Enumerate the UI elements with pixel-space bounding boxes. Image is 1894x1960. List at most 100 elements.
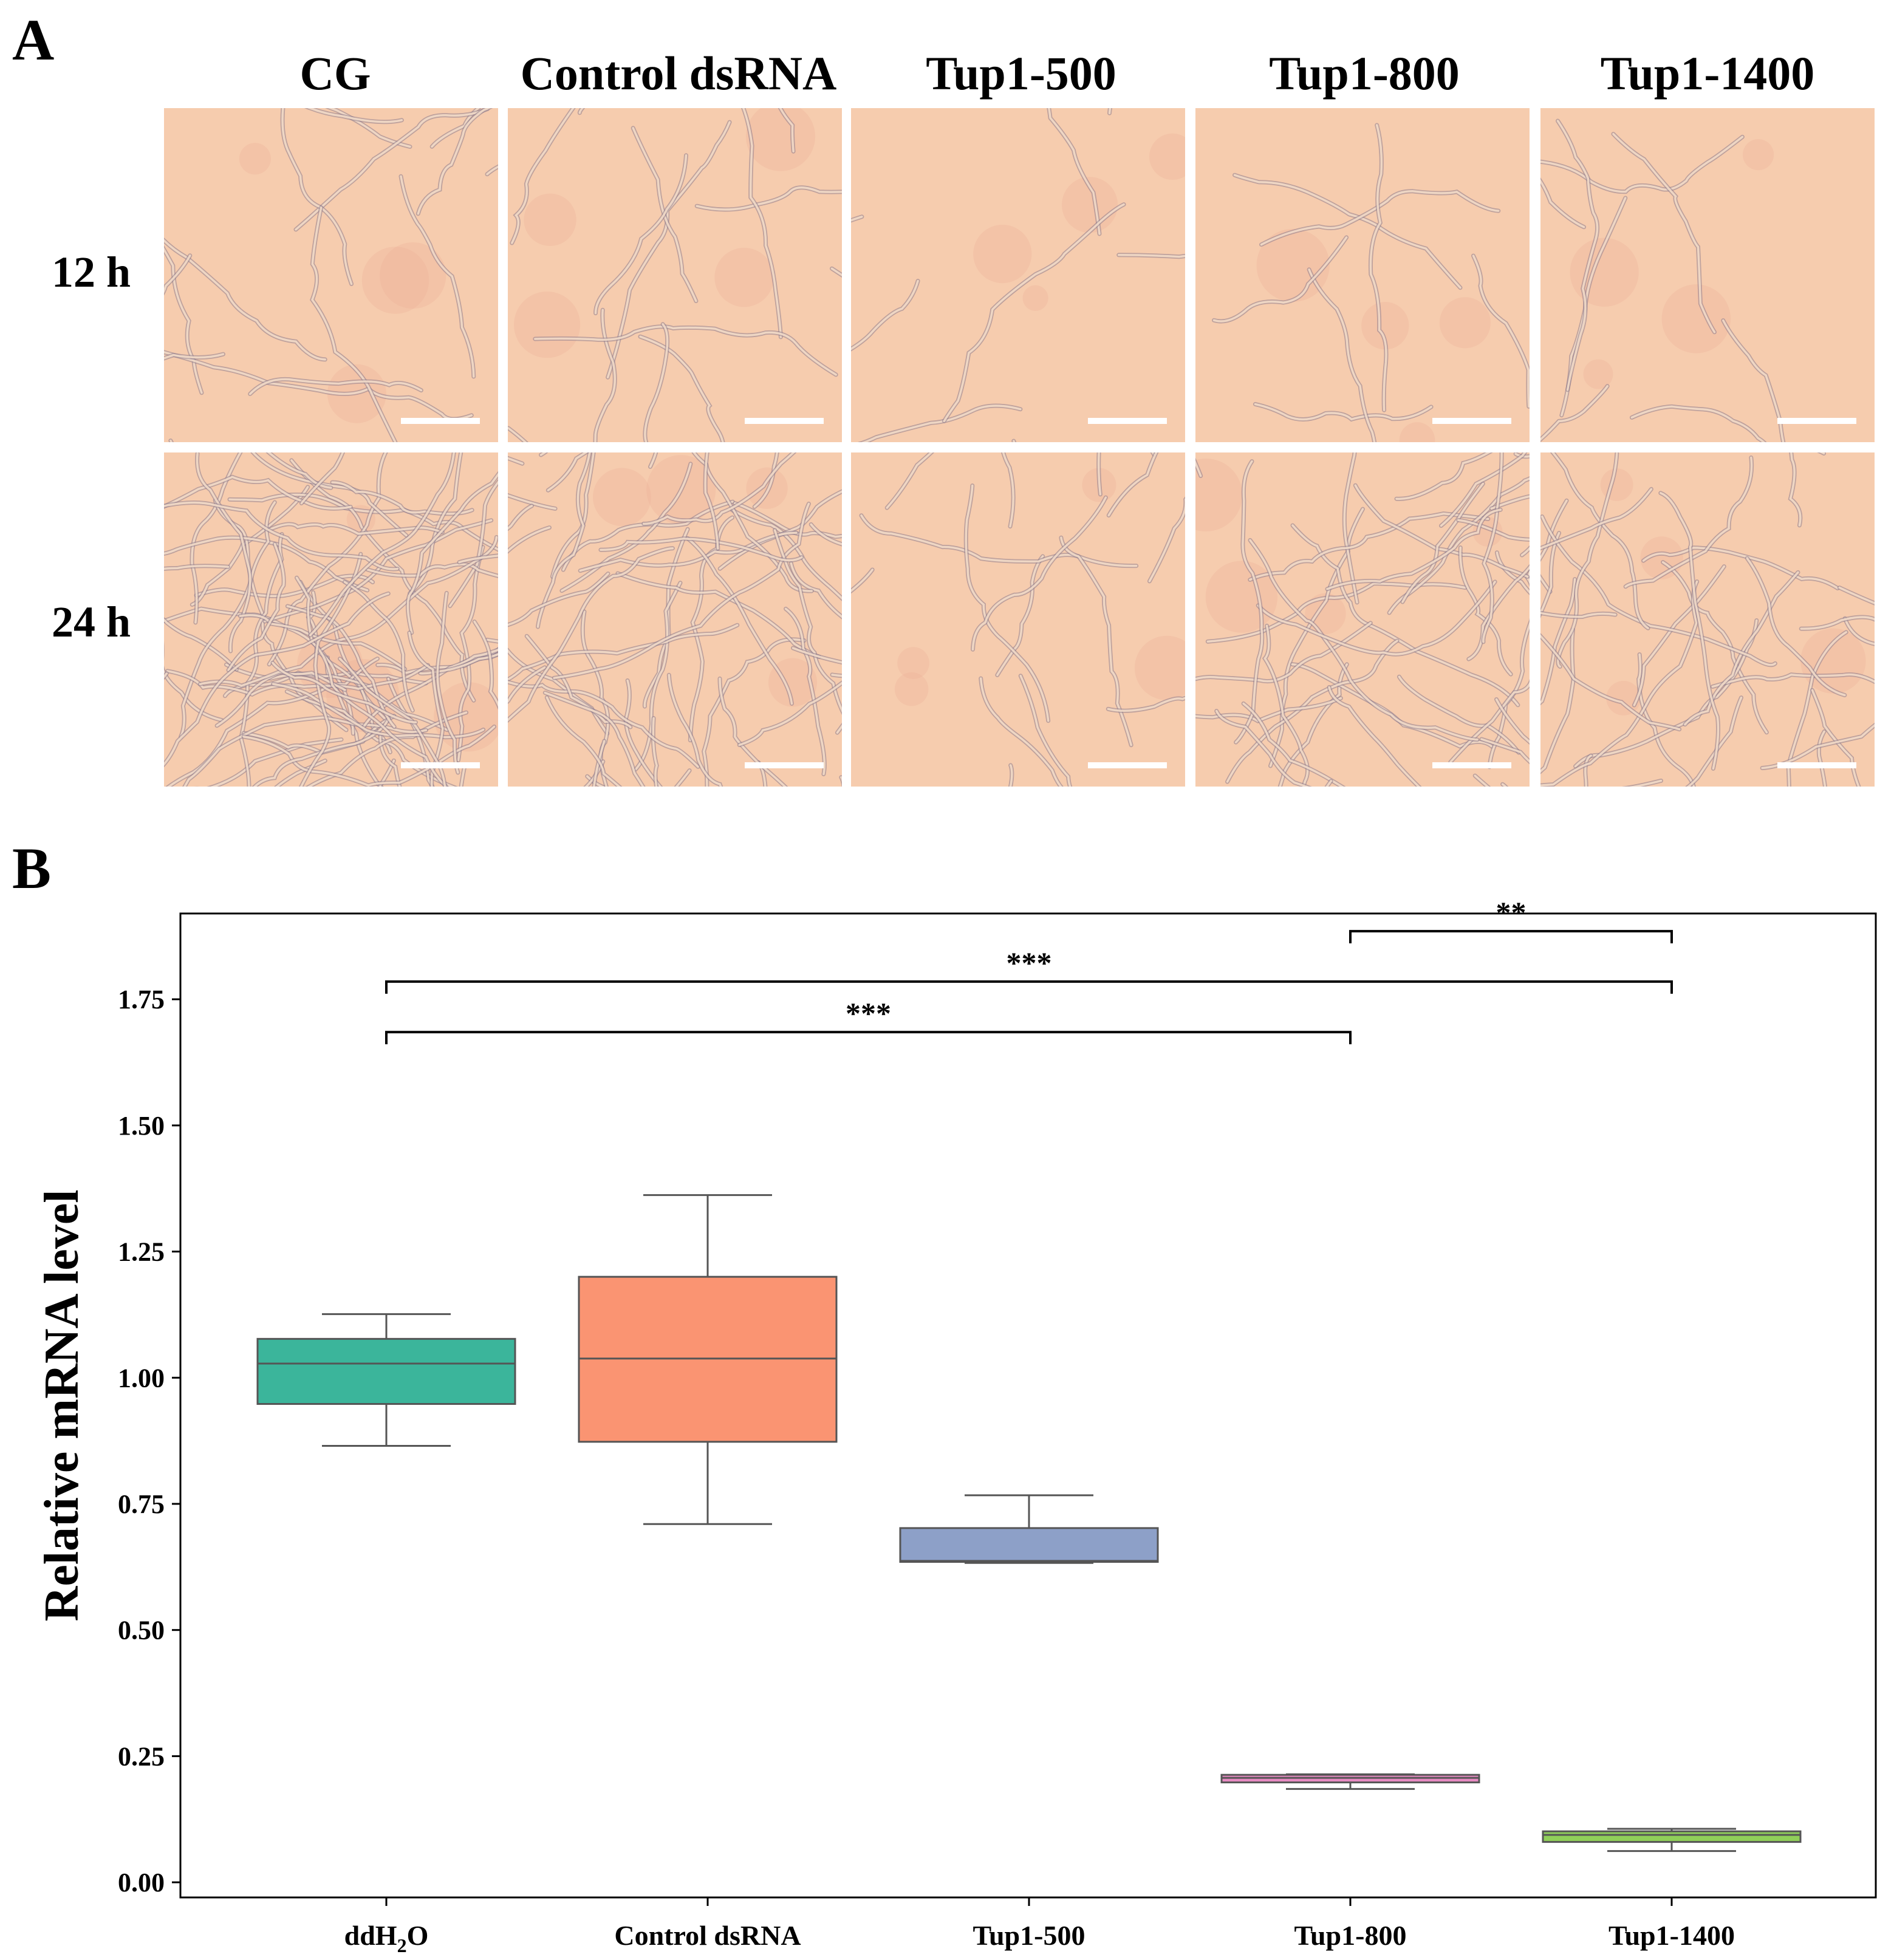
- hypha: [164, 564, 230, 571]
- hypha: [194, 573, 375, 598]
- hypha: [241, 724, 497, 787]
- hypha: [641, 452, 797, 526]
- hypha: [536, 452, 592, 629]
- panel-a-label: A: [12, 7, 55, 72]
- hypha: [606, 120, 732, 380]
- hypha: [1342, 452, 1359, 605]
- hypha: [1540, 633, 1682, 732]
- scale-bar: [1088, 418, 1167, 424]
- hypha: [942, 202, 1126, 423]
- hypha: [884, 452, 935, 510]
- hypha: [1253, 401, 1434, 422]
- significance-label: ***: [1007, 946, 1052, 980]
- hypha: [1550, 452, 1650, 630]
- y-tick-label: 0.50: [118, 1616, 165, 1645]
- hypha: [1556, 452, 1619, 669]
- hypha: [1479, 737, 1530, 765]
- hypha: [1214, 709, 1312, 787]
- y-tick-label: 1.50: [118, 1111, 165, 1141]
- hypha: [1745, 556, 1847, 697]
- hypha: [508, 456, 525, 466]
- y-axis-label: Relative mRNA level: [35, 1190, 89, 1622]
- hypha: [165, 663, 430, 697]
- hypha: [1540, 579, 1700, 787]
- hypha: [270, 660, 418, 725]
- hypha: [773, 528, 842, 715]
- hypha: [1684, 695, 1743, 787]
- hypha: [580, 609, 610, 787]
- hypha: [631, 126, 699, 304]
- hypha: [1629, 404, 1767, 442]
- hypha: [1147, 496, 1185, 584]
- hypha: [835, 722, 842, 735]
- hypha: [179, 500, 277, 739]
- hypha: [214, 534, 498, 728]
- hypha: [1018, 674, 1073, 787]
- hypha: [740, 108, 783, 340]
- hypha: [164, 253, 193, 296]
- hypha: [979, 676, 1064, 787]
- hypha: [1817, 452, 1827, 456]
- significance-label: **: [1496, 895, 1526, 929]
- hypha: [971, 495, 1108, 652]
- hypha: [577, 108, 586, 115]
- hypha: [730, 508, 842, 601]
- plot-frame: [179, 912, 1877, 1899]
- hypha: [398, 174, 476, 379]
- hypha: [1540, 514, 1777, 668]
- scale-bar: [1777, 418, 1856, 424]
- iqr-box: [256, 1337, 516, 1405]
- hypha: [1400, 481, 1485, 604]
- hypha: [378, 734, 402, 787]
- hypha: [342, 579, 415, 713]
- hypha: [733, 501, 842, 539]
- hypha: [251, 715, 391, 787]
- hypha: [164, 350, 474, 422]
- y-tick-label: 0.75: [118, 1489, 165, 1519]
- hypha: [1259, 189, 1501, 247]
- hypha: [778, 108, 796, 154]
- hypha: [1307, 267, 1377, 442]
- hypha: [304, 108, 404, 125]
- hypha: [963, 483, 1051, 723]
- hypha: [1256, 579, 1497, 657]
- hypha: [1540, 531, 1562, 618]
- y-tick-label: 0.25: [118, 1741, 165, 1771]
- significance-bracket: ***: [385, 946, 1673, 994]
- hypha: [1540, 487, 1653, 551]
- hypha: [164, 671, 169, 680]
- hypha: [298, 551, 363, 787]
- hypha: [485, 164, 498, 177]
- panel-b-label: B: [12, 836, 52, 901]
- hypha: [1234, 459, 1265, 745]
- hypha: [248, 377, 423, 397]
- micrograph-cg-24h: [164, 452, 498, 787]
- hypha: [280, 108, 354, 286]
- hypha: [544, 695, 623, 787]
- box-plot: Relative mRNA level 0.00 0.25 0.50 0.75 1.00 1…: [35, 895, 1877, 1956]
- hypha: [1632, 564, 1726, 708]
- hypha: [1225, 638, 1400, 784]
- hypha: [164, 617, 239, 672]
- hypha: [310, 205, 398, 442]
- hypha: [1816, 729, 1828, 787]
- hypha: [1106, 452, 1159, 517]
- hypha: [1232, 172, 1463, 290]
- hypha: [694, 185, 842, 212]
- hypha: [691, 452, 814, 593]
- y-tick-label: 1.00: [118, 1363, 165, 1393]
- bracket-line: [385, 1031, 1352, 1045]
- hypha: [1448, 678, 1530, 765]
- row-label-12h: 12 h: [51, 248, 131, 296]
- micrograph-tup1-800-12h: [1195, 108, 1530, 442]
- hypha: [1799, 615, 1875, 631]
- hypha: [289, 458, 476, 703]
- hypha: [1810, 688, 1861, 787]
- hypha: [666, 672, 723, 787]
- hypha: [1047, 108, 1102, 236]
- hypha: [851, 279, 920, 352]
- column-label-control-dsrna: Control dsRNA: [520, 47, 837, 100]
- y-tick-label: 1.25: [118, 1237, 165, 1267]
- scale-bar: [401, 418, 480, 424]
- hypha: [1456, 517, 1530, 542]
